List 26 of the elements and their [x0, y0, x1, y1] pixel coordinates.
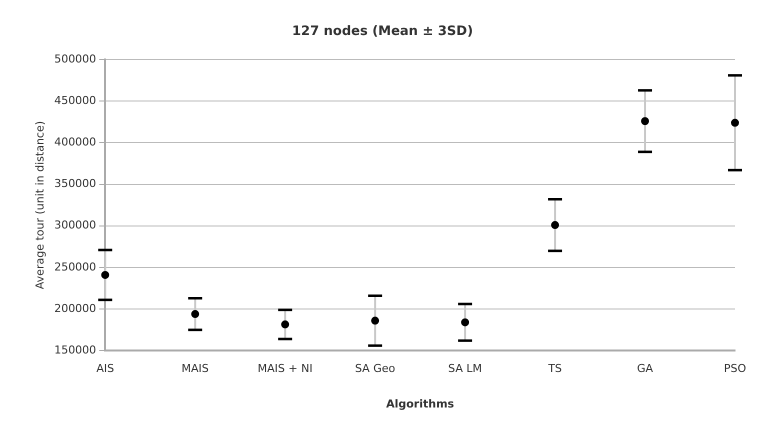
x-tick-label: AIS: [96, 362, 114, 376]
y-tick-label: 200000: [54, 302, 96, 315]
y-tick-label: 400000: [54, 136, 96, 149]
x-tick-label: MAIS: [182, 362, 209, 376]
x-tick-label: MAIS + NI: [258, 362, 313, 376]
x-axis-title: Algorithms: [386, 397, 455, 410]
y-tick-label: 150000: [54, 343, 96, 356]
y-tick-label: 350000: [54, 177, 96, 190]
point: [191, 310, 200, 318]
x-tick-label: SA Geo: [354, 362, 396, 376]
x-tick-label: GA: [636, 362, 654, 376]
x-tick-label: PSO: [724, 362, 746, 376]
y-tick-label: 500000: [54, 52, 96, 66]
point: [461, 318, 470, 326]
x-tick-label: TS: [547, 362, 562, 376]
point: [641, 117, 650, 126]
chart-title: 127 nodes (Mean ± 3SD): [292, 24, 474, 40]
y-tick-label: 300000: [54, 218, 96, 232]
y-axis-title: Average tour (unit in distance): [33, 120, 46, 290]
x-tick-label: SA LM: [448, 362, 482, 376]
y-tick-label: 250000: [54, 260, 96, 274]
point: [731, 118, 739, 127]
y-tick-label: 450000: [54, 94, 96, 108]
point: [371, 316, 380, 325]
point: [281, 320, 290, 328]
point: [551, 221, 560, 230]
